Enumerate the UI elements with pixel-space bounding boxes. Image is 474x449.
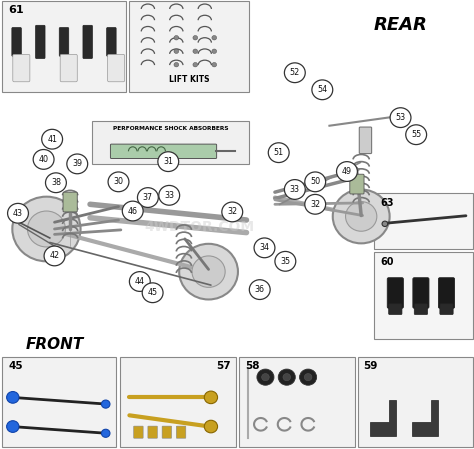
FancyBboxPatch shape bbox=[414, 304, 428, 314]
FancyBboxPatch shape bbox=[107, 27, 116, 56]
Circle shape bbox=[174, 62, 179, 67]
Circle shape bbox=[268, 143, 289, 163]
Text: 53: 53 bbox=[395, 113, 406, 122]
Text: 52: 52 bbox=[290, 68, 300, 77]
FancyBboxPatch shape bbox=[374, 252, 473, 339]
Circle shape bbox=[193, 49, 198, 53]
Text: 38: 38 bbox=[51, 178, 61, 187]
FancyBboxPatch shape bbox=[438, 277, 455, 308]
Circle shape bbox=[212, 35, 217, 40]
Text: 59: 59 bbox=[364, 361, 378, 371]
Circle shape bbox=[7, 392, 19, 403]
Circle shape bbox=[33, 150, 54, 169]
Circle shape bbox=[283, 374, 291, 381]
Circle shape bbox=[44, 246, 65, 266]
FancyBboxPatch shape bbox=[13, 54, 30, 82]
Circle shape bbox=[284, 63, 305, 83]
FancyBboxPatch shape bbox=[440, 304, 453, 314]
FancyBboxPatch shape bbox=[36, 25, 45, 58]
Polygon shape bbox=[412, 400, 438, 436]
Circle shape bbox=[346, 202, 377, 231]
Circle shape bbox=[249, 280, 270, 299]
Circle shape bbox=[262, 374, 269, 381]
Circle shape bbox=[337, 162, 357, 181]
Circle shape bbox=[275, 251, 296, 271]
FancyBboxPatch shape bbox=[110, 144, 217, 158]
FancyBboxPatch shape bbox=[12, 27, 21, 56]
Circle shape bbox=[284, 180, 305, 199]
Circle shape bbox=[204, 391, 218, 404]
Text: 41: 41 bbox=[47, 135, 57, 144]
Text: 43: 43 bbox=[13, 209, 23, 218]
FancyBboxPatch shape bbox=[239, 357, 355, 447]
Circle shape bbox=[305, 172, 326, 192]
FancyBboxPatch shape bbox=[387, 277, 403, 308]
Text: 57: 57 bbox=[216, 361, 230, 371]
FancyBboxPatch shape bbox=[162, 426, 172, 438]
Circle shape bbox=[108, 172, 129, 192]
Text: 33: 33 bbox=[164, 191, 174, 200]
FancyBboxPatch shape bbox=[129, 1, 249, 92]
FancyBboxPatch shape bbox=[374, 193, 473, 249]
Circle shape bbox=[12, 197, 81, 261]
Circle shape bbox=[174, 35, 179, 40]
FancyBboxPatch shape bbox=[176, 426, 186, 438]
Circle shape bbox=[42, 129, 63, 149]
Circle shape bbox=[222, 202, 243, 222]
Text: 58: 58 bbox=[245, 361, 260, 371]
Circle shape bbox=[67, 154, 88, 174]
Circle shape bbox=[129, 272, 150, 291]
Circle shape bbox=[46, 173, 66, 193]
Circle shape bbox=[305, 194, 326, 214]
Text: 44: 44 bbox=[135, 277, 145, 286]
Text: FRONT: FRONT bbox=[26, 338, 84, 352]
Circle shape bbox=[300, 369, 317, 385]
Circle shape bbox=[278, 369, 295, 385]
Circle shape bbox=[8, 203, 28, 223]
FancyBboxPatch shape bbox=[358, 357, 473, 447]
Circle shape bbox=[333, 189, 390, 243]
Text: LIFT KITS: LIFT KITS bbox=[169, 75, 209, 84]
Text: 32: 32 bbox=[310, 200, 320, 209]
Circle shape bbox=[101, 429, 110, 437]
Circle shape bbox=[204, 420, 218, 433]
Text: PERFORMANCE SHOCK ABSORBERS: PERFORMANCE SHOCK ABSORBERS bbox=[113, 126, 228, 131]
FancyBboxPatch shape bbox=[60, 54, 77, 82]
Text: 54: 54 bbox=[317, 85, 328, 94]
Circle shape bbox=[192, 256, 225, 287]
Text: 37: 37 bbox=[143, 193, 153, 202]
Circle shape bbox=[312, 80, 333, 100]
Text: 45: 45 bbox=[8, 361, 23, 371]
Circle shape bbox=[382, 221, 388, 227]
Text: 63: 63 bbox=[380, 198, 393, 207]
Polygon shape bbox=[370, 400, 396, 436]
Text: 49: 49 bbox=[342, 167, 352, 176]
FancyBboxPatch shape bbox=[63, 192, 77, 212]
Text: 51: 51 bbox=[273, 148, 284, 157]
Circle shape bbox=[406, 125, 427, 145]
FancyBboxPatch shape bbox=[2, 357, 116, 447]
Circle shape bbox=[254, 238, 275, 258]
Text: 45: 45 bbox=[147, 288, 158, 297]
Circle shape bbox=[101, 400, 110, 408]
FancyBboxPatch shape bbox=[120, 357, 236, 447]
Circle shape bbox=[122, 201, 143, 221]
FancyBboxPatch shape bbox=[59, 27, 69, 56]
Circle shape bbox=[193, 35, 198, 40]
FancyBboxPatch shape bbox=[2, 1, 126, 92]
Text: 60: 60 bbox=[380, 257, 393, 267]
FancyBboxPatch shape bbox=[134, 426, 143, 438]
Circle shape bbox=[304, 374, 312, 381]
Text: 35: 35 bbox=[280, 257, 291, 266]
Circle shape bbox=[212, 49, 217, 53]
FancyBboxPatch shape bbox=[350, 174, 364, 194]
Text: 36: 36 bbox=[255, 285, 265, 294]
Text: 34: 34 bbox=[259, 243, 270, 252]
Circle shape bbox=[179, 244, 238, 299]
Circle shape bbox=[390, 108, 411, 128]
Text: 46: 46 bbox=[128, 207, 138, 216]
FancyBboxPatch shape bbox=[148, 426, 157, 438]
Text: 42: 42 bbox=[49, 251, 60, 260]
Text: 33: 33 bbox=[290, 185, 300, 194]
